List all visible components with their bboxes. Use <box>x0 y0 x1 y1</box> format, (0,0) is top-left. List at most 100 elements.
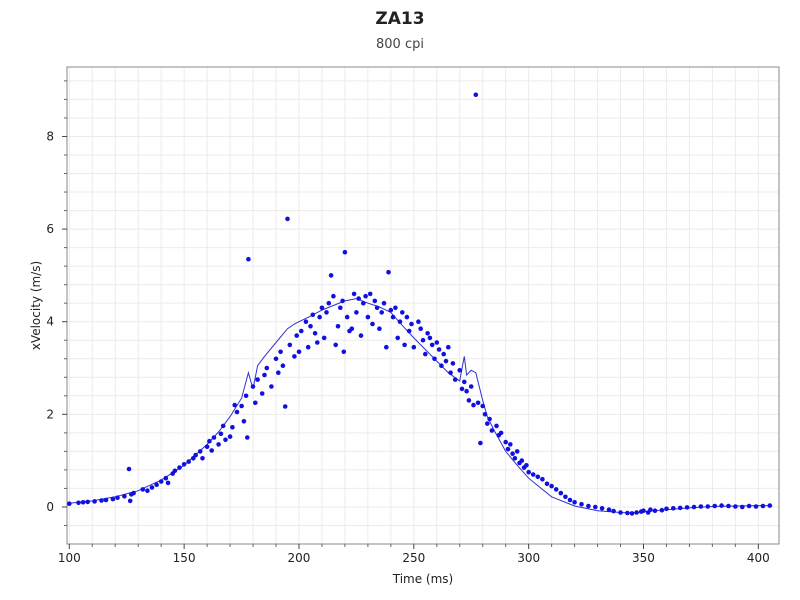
data-point <box>315 340 320 345</box>
data-point <box>294 333 300 338</box>
data-point <box>446 344 451 350</box>
data-point <box>625 510 630 516</box>
data-point <box>406 328 412 334</box>
data-point <box>760 503 766 509</box>
data-point <box>473 92 479 98</box>
data-point <box>374 305 380 311</box>
data-point <box>361 300 366 306</box>
data-point <box>510 451 515 457</box>
x-tick-label: 350 <box>632 551 655 565</box>
data-point <box>746 503 752 509</box>
data-point <box>239 403 244 409</box>
data-point <box>149 485 155 490</box>
data-point <box>464 388 469 394</box>
data-point <box>388 307 394 313</box>
data-point <box>379 310 385 315</box>
data-point <box>80 500 86 505</box>
data-point <box>733 504 738 509</box>
data-point <box>544 481 550 487</box>
data-point <box>204 444 210 450</box>
data-point <box>278 349 283 355</box>
data-point <box>659 507 665 513</box>
data-point <box>370 321 375 327</box>
data-point <box>420 337 426 343</box>
data-point <box>384 344 389 350</box>
chart-title: ZA13 <box>375 9 425 29</box>
data-point <box>99 498 104 503</box>
data-point <box>246 256 251 262</box>
data-point <box>395 335 401 341</box>
data-point <box>282 404 288 409</box>
data-point <box>377 326 382 332</box>
data-point <box>381 300 387 306</box>
data-point <box>572 500 577 505</box>
data-point <box>508 442 513 447</box>
data-point <box>753 504 759 509</box>
data-point <box>767 503 773 508</box>
data-point <box>245 435 250 440</box>
data-point <box>494 423 499 429</box>
data-point <box>269 384 274 389</box>
x-tick-label: 400 <box>747 551 770 565</box>
data-point <box>319 305 325 311</box>
data-point <box>705 504 711 509</box>
data-point <box>684 505 690 510</box>
data-point <box>579 501 584 507</box>
data-point <box>92 499 97 504</box>
data-point <box>193 452 198 458</box>
data-point <box>85 499 90 505</box>
data-point <box>230 425 235 430</box>
data-point <box>468 384 474 389</box>
data-point <box>526 469 531 475</box>
data-point <box>340 298 345 304</box>
x-tick-label: 300 <box>517 551 540 565</box>
data-point <box>606 507 612 512</box>
data-point <box>462 379 467 385</box>
data-point <box>172 468 178 474</box>
data-point <box>372 298 378 304</box>
data-point <box>234 409 240 415</box>
data-point <box>262 372 267 378</box>
data-point <box>218 431 224 437</box>
data-point <box>498 430 504 436</box>
data-point <box>558 490 564 496</box>
data-point <box>475 400 481 406</box>
data-point <box>482 412 488 417</box>
data-point <box>264 365 270 371</box>
data-point <box>480 403 486 409</box>
data-point <box>553 487 559 492</box>
y-tick-label: 0 <box>46 500 54 514</box>
data-point <box>324 310 329 315</box>
series-line-path <box>69 298 773 514</box>
data-point <box>115 495 120 501</box>
data-point <box>76 500 81 506</box>
x-tick-label: 250 <box>402 551 425 565</box>
data-point <box>145 488 150 494</box>
data-point <box>429 342 435 348</box>
series-points <box>67 92 773 516</box>
data-point <box>514 449 520 454</box>
data-point <box>191 456 196 461</box>
data-point <box>220 423 226 429</box>
data-point <box>485 421 490 426</box>
data-point <box>250 384 256 389</box>
data-point <box>719 503 724 508</box>
data-point <box>67 501 72 507</box>
data-point <box>512 456 518 461</box>
data-point <box>478 440 483 446</box>
data-point <box>126 466 132 472</box>
data-point <box>664 506 669 512</box>
data-point <box>292 354 297 359</box>
data-point <box>586 503 591 509</box>
data-point <box>365 314 371 320</box>
data-point <box>276 370 281 376</box>
data-point <box>207 438 212 444</box>
data-point <box>127 498 133 504</box>
data-point <box>223 437 228 443</box>
data-point <box>181 462 187 467</box>
data-point <box>418 326 424 332</box>
data-point <box>255 377 260 382</box>
y-tick-label: 4 <box>46 315 54 329</box>
data-point <box>599 506 605 511</box>
data-point <box>452 377 458 382</box>
